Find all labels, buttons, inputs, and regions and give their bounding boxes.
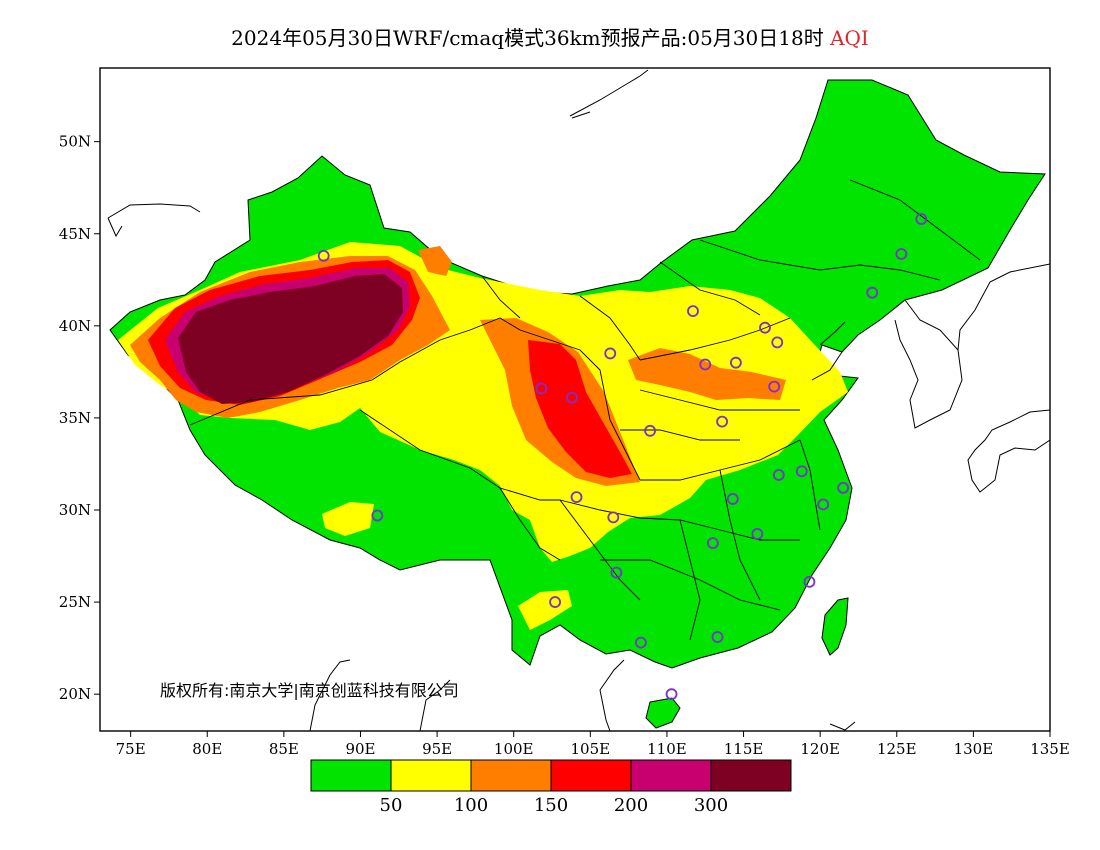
lon-tick-label: 110E bbox=[647, 740, 687, 758]
legend-label: 100 bbox=[454, 795, 488, 816]
station-marker bbox=[707, 537, 719, 550]
legend-label: 200 bbox=[614, 795, 648, 816]
station-marker bbox=[837, 481, 850, 494]
station-marker bbox=[604, 347, 617, 360]
station-marker bbox=[895, 248, 908, 260]
lon-tick-label: 135E bbox=[1030, 740, 1070, 758]
legend-swatch bbox=[310, 759, 392, 792]
lon-tick-label: 115E bbox=[724, 740, 764, 758]
station-marker bbox=[711, 631, 724, 643]
station-marker bbox=[759, 321, 771, 334]
lat-tick-label: 35N bbox=[59, 409, 91, 427]
lon-tick-label: 90E bbox=[345, 740, 375, 758]
station-marker bbox=[771, 336, 784, 349]
station-marker bbox=[795, 465, 808, 478]
legend-label: 150 bbox=[534, 795, 568, 816]
station-marker bbox=[699, 358, 712, 371]
lon-tick-label: 105E bbox=[571, 740, 611, 758]
station-marker bbox=[549, 596, 561, 608]
legend-swatch bbox=[550, 759, 632, 792]
aqi-band-100-tibet bbox=[322, 502, 374, 536]
station-marker bbox=[317, 249, 330, 262]
station-marker bbox=[772, 469, 785, 481]
legend-label: 50 bbox=[380, 795, 403, 816]
station-marker bbox=[535, 382, 548, 395]
station-marker bbox=[915, 213, 928, 225]
lon-tick-label: 130E bbox=[954, 740, 994, 758]
station-marker bbox=[634, 636, 647, 649]
title-main: 2024年05月30日WRF/cmaq模式36km预报产品:05月30日18时 bbox=[231, 26, 824, 50]
taiwan-land bbox=[821, 597, 849, 656]
map-axes: 75E 80E 85E 90E 95E 100E 105E 110E 115E 120E 125E 1… bbox=[59, 133, 1070, 758]
legend-swatch bbox=[390, 759, 472, 792]
station-marker bbox=[768, 380, 781, 393]
lon-tick-label: 80E bbox=[192, 740, 222, 758]
station-marker bbox=[607, 511, 620, 524]
copyright-note: 版权所有:南京大学|南京创蓝科技有限公司 bbox=[160, 681, 459, 700]
lon-tick-label: 85E bbox=[269, 740, 299, 758]
lon-tick-label: 125E bbox=[877, 740, 917, 758]
lat-tick-label: 50N bbox=[59, 133, 91, 151]
legend-swatch bbox=[470, 759, 552, 792]
legend-swatch bbox=[710, 759, 792, 792]
aqi-band-150-patch bbox=[418, 246, 452, 276]
aqi-band-150-east bbox=[628, 348, 786, 400]
lon-tick-label: 95E bbox=[422, 740, 452, 758]
station-marker bbox=[610, 566, 623, 579]
lat-tick-label: 25N bbox=[59, 593, 91, 611]
aqi-band-over-300 bbox=[178, 274, 403, 404]
lon-tick-label: 75E bbox=[116, 740, 146, 758]
station-marker bbox=[817, 498, 830, 511]
aqi-field bbox=[107, 69, 1050, 731]
legend-label: 300 bbox=[694, 795, 728, 816]
station-marker bbox=[644, 424, 656, 437]
station-marker bbox=[866, 286, 879, 299]
title-aqi: AQI bbox=[830, 26, 869, 50]
station-marker bbox=[687, 305, 699, 318]
station-marker bbox=[729, 356, 742, 369]
station-marker bbox=[566, 391, 578, 404]
aqi-legend: 50 100 150 200 300 bbox=[310, 759, 792, 816]
monitoring-stations bbox=[317, 213, 928, 701]
lon-tick-label: 120E bbox=[800, 740, 840, 758]
station-marker bbox=[716, 415, 728, 428]
station-marker bbox=[371, 509, 384, 522]
lat-tick-label: 45N bbox=[59, 225, 91, 243]
lon-tick-label: 100E bbox=[494, 740, 534, 758]
neighbour-coastlines bbox=[107, 69, 1050, 731]
station-marker bbox=[665, 688, 678, 701]
lat-tick-label: 40N bbox=[59, 317, 91, 335]
lat-tick-label: 30N bbox=[59, 501, 91, 519]
aqi-band-100-south bbox=[518, 590, 572, 630]
aqi-band-200-corridor bbox=[528, 340, 632, 478]
legend-swatch bbox=[630, 759, 712, 792]
hainan-land bbox=[645, 697, 681, 729]
station-marker bbox=[751, 528, 764, 540]
map-frame bbox=[99, 67, 1051, 732]
map-title: 2024年05月30日WRF/cmaq模式36km预报产品:05月30日18时 … bbox=[0, 22, 1100, 51]
station-marker bbox=[803, 575, 816, 588]
station-marker bbox=[726, 493, 739, 505]
province-boundaries bbox=[189, 179, 981, 641]
lat-tick-label: 20N bbox=[59, 685, 91, 703]
station-marker bbox=[570, 491, 583, 504]
